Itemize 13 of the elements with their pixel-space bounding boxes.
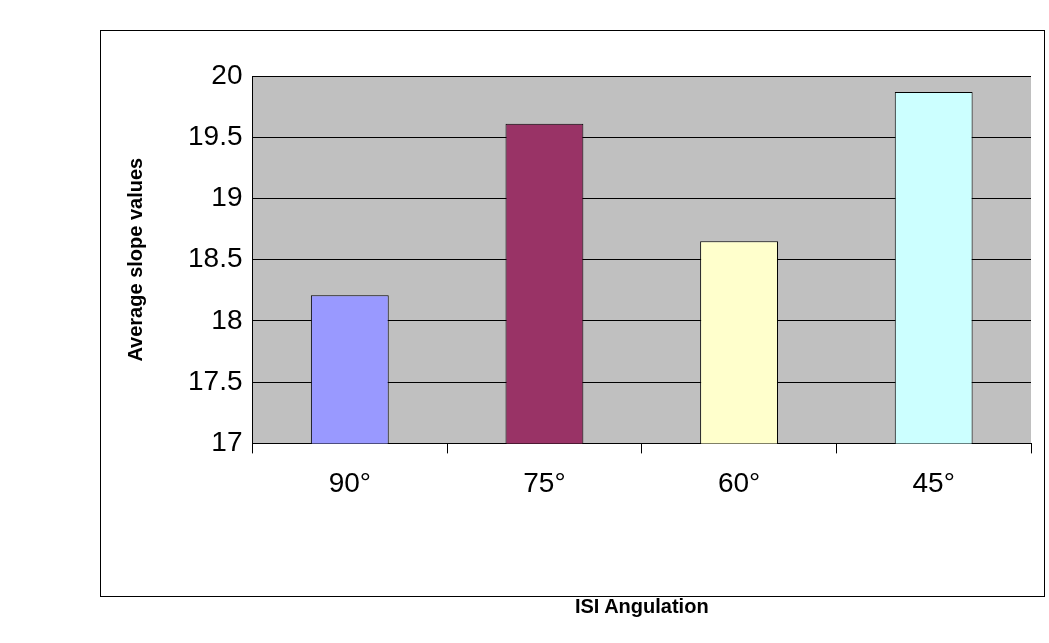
y-tick-label: 17.5 xyxy=(188,364,243,396)
y-tick-label: 19 xyxy=(211,181,243,213)
y-tick-label: 18 xyxy=(211,303,243,335)
x-tick-label: 45° xyxy=(912,466,955,498)
y-tick-label: 19.5 xyxy=(188,119,243,151)
y-axis-title: Average slope values xyxy=(123,157,146,362)
x-tick-label: 90° xyxy=(328,466,371,498)
x-tick-label: 75° xyxy=(523,466,566,498)
x-tick-label: 60° xyxy=(717,466,761,498)
y-tick-label: 18.5 xyxy=(188,242,243,274)
x-axis-title: ISI Angulation xyxy=(574,594,709,617)
y-tick-label: 17 xyxy=(211,426,243,458)
y-tick-label: 20 xyxy=(211,58,243,90)
